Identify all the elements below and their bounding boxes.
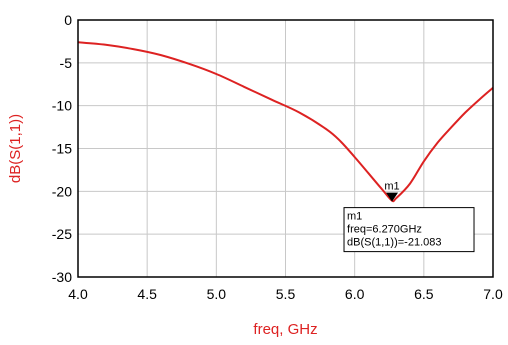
x-tick-label: 6.5: [414, 286, 434, 302]
series-line: [77, 41, 494, 203]
x-tick-label: 4.0: [68, 286, 88, 302]
marker-label: m1: [384, 181, 399, 193]
x-tick-labels: 4.0 4.5 5.0 5.5 6.0 6.5 7.0: [68, 286, 503, 302]
y-axis-title: dB(S(1,1)): [7, 114, 24, 183]
y-tick-label: -25: [52, 226, 72, 242]
marker-m1: m1: [384, 181, 400, 202]
y-tick-label: -10: [52, 98, 72, 114]
y-tick-label: 0: [64, 12, 72, 28]
x-tick-label: 5.0: [207, 286, 227, 302]
plot-frame: [77, 19, 494, 278]
marker-readout-frame: [343, 207, 475, 253]
marker-triangle: [386, 192, 399, 202]
y-tick-label: -5: [60, 55, 73, 71]
marker-readout-box: m1 freq=6.270GHz dB(S(1,1))=-21.083: [343, 207, 475, 253]
x-tick-label: 7.0: [483, 286, 503, 302]
y-tick-label: -20: [52, 183, 72, 199]
x-tick-label: 6.0: [345, 286, 365, 302]
x-tick-label: 4.5: [137, 286, 157, 302]
y-tick-label: -15: [52, 141, 72, 157]
marker-readout-name: m1: [347, 211, 362, 223]
y-tick-labels: 0 -5 -10 -15 -20 -25 -30: [52, 12, 72, 285]
x-tick-label: 5.5: [276, 286, 296, 302]
x-axis-title: freq, GHz: [253, 321, 317, 338]
marker-readout-freq: freq=6.270GHz: [347, 224, 422, 236]
y-tick-label: -30: [52, 269, 72, 285]
marker-readout-value: dB(S(1,1))=-21.083: [347, 237, 441, 249]
